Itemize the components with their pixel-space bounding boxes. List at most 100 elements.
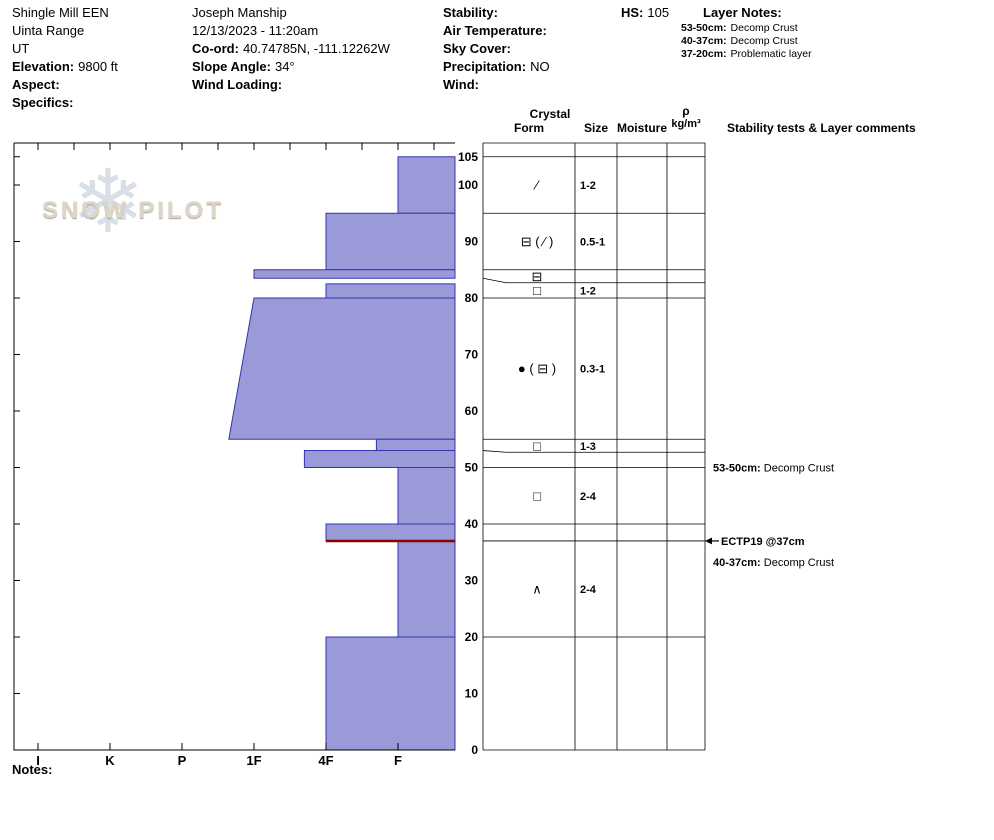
hs-row: HS: 105: [621, 4, 669, 22]
depth-label: 105: [458, 150, 478, 164]
layer-notes-title: Layer Notes:: [703, 5, 782, 20]
air-temperature-label: Air Temperature:: [443, 23, 547, 38]
layer-bar-1F: [228, 297, 456, 440]
density-units-header: kg/m³: [671, 118, 701, 130]
layer-bar-4F+: [303, 450, 456, 468]
table-row-leader: [482, 450, 705, 453]
layer-note-range: 37-20cm:: [681, 48, 727, 60]
test-result-label: ECTP19 @37cm: [721, 536, 805, 548]
hardness-label: K: [105, 753, 115, 768]
layer-note-text: Decomp Crust: [730, 22, 798, 34]
layer-bar-4F: [325, 523, 456, 542]
form-header: Form: [514, 121, 544, 135]
notes-label: Notes:: [12, 762, 53, 777]
site-range: Uinta Range: [12, 23, 85, 38]
hardness-label: P: [178, 753, 187, 768]
hs-column: HS: 105: [621, 4, 669, 22]
hs-label: HS:: [621, 5, 644, 20]
crystal-form: ● ( ⊟ ): [518, 361, 556, 376]
slope-angle-row: Slope Angle: 34°: [192, 58, 390, 76]
depth-label: 40: [465, 517, 479, 531]
moisture-header: Moisture: [616, 121, 667, 135]
depth-label: 70: [465, 348, 479, 362]
hardness-label: F: [394, 753, 402, 768]
site-state: UT: [12, 41, 30, 56]
precipitation-value: NO: [530, 59, 550, 74]
depth-label: 50: [465, 461, 479, 475]
crystal-size: 1-3: [580, 441, 596, 453]
crystal-form: □: [533, 283, 541, 298]
layer-bar-1F: [253, 269, 456, 279]
aspect-label: Aspect:: [12, 77, 60, 92]
depth-label: 90: [465, 235, 479, 249]
layer-comment-text: Decomp Crust: [761, 463, 834, 475]
crystal-form: ∕: [533, 178, 540, 193]
crystal-form: □: [533, 488, 541, 503]
layer-comment: 53-50cm: Decomp Crust: [713, 463, 834, 475]
snowpilot-logo-text: SNOW PILOT: [42, 197, 224, 224]
comments-header: Stability tests & Layer comments: [727, 121, 916, 135]
layer-note-text: Decomp Crust: [730, 35, 798, 47]
crystal-size: 2-4: [580, 584, 597, 596]
crystal-size: 1-2: [580, 180, 596, 192]
site-name: Shingle Mill EEN: [12, 5, 109, 20]
depth-label: 60: [465, 404, 479, 418]
density-header: ρ: [682, 104, 690, 118]
observer-name: Joseph Manship: [192, 5, 287, 20]
observation-datetime: 12/13/2023 - 11:20am: [192, 23, 319, 38]
size-header: Size: [583, 121, 608, 135]
layer-comment: 40-37cm: Decomp Crust: [713, 557, 834, 569]
depth-label: 80: [465, 291, 479, 305]
snowflake-icon: ❄: [71, 152, 145, 251]
precipitation-label: Precipitation:: [443, 59, 527, 74]
hardness-label: 4F: [318, 753, 333, 768]
layer-bar-F: [397, 467, 456, 525]
conditions-column: Stability: Air Temperature: Sky Cover: P…: [443, 4, 550, 94]
slope-angle-value: 34°: [274, 59, 295, 74]
crystal-form: ⊟ ( ∕ ): [521, 234, 554, 249]
depth-label: 0: [471, 743, 478, 757]
coord-row: Co-ord: 40.74785N, -111.12262W: [192, 40, 390, 58]
crystal-size: 0.3-1: [580, 364, 605, 376]
site-info-column: Shingle Mill EEN Uinta Range UT Elevatio…: [12, 4, 118, 112]
depth-label: 100: [458, 178, 478, 192]
layer-notes-block: Layer Notes: 53-50cm: Decomp Crust 40-37c…: [681, 4, 812, 61]
layer-note-item: 53-50cm: Decomp Crust: [681, 22, 812, 35]
depth-label: 20: [465, 630, 479, 644]
layer-comment-range: 53-50cm:: [713, 463, 761, 475]
layer-bar-F: [397, 540, 456, 638]
depth-label: 30: [465, 574, 479, 588]
coord-value: 40.74785N, -111.12262W: [242, 41, 390, 56]
layer-bar-F-: [375, 438, 456, 452]
wind-loading-label: Wind Loading:: [192, 77, 283, 92]
sky-cover-label: Sky Cover:: [443, 41, 511, 56]
precipitation-row: Precipitation: NO: [443, 58, 550, 76]
elevation-value: 9800 ft: [78, 59, 118, 74]
coord-label: Co-ord:: [192, 41, 239, 56]
crystal-size: 1-2: [580, 285, 596, 297]
slope-angle-label: Slope Angle:: [192, 59, 271, 74]
layer-bar-F: [397, 156, 456, 214]
elevation-row: Elevation: 9800 ft: [12, 58, 118, 76]
hardness-label: I: [36, 753, 40, 768]
table-row-leader: [482, 277, 705, 284]
observer-info-column: Joseph Manship 12/13/2023 - 11:20am Co-o…: [192, 4, 390, 94]
layer-note-range: 53-50cm:: [681, 22, 727, 34]
depth-label: 10: [465, 687, 479, 701]
crystal-form: □: [533, 438, 541, 453]
layer-comment-range: 40-37cm:: [713, 557, 761, 569]
layer-bar-4F: [325, 283, 456, 299]
layer-note-text: Problematic layer: [730, 48, 812, 60]
test-arrow-head: [705, 537, 712, 545]
stability-label: Stability:: [443, 5, 498, 20]
layer-bar-4F: [325, 636, 456, 751]
crystal-size: 2-4: [580, 491, 597, 503]
crystal-form: ∧: [532, 581, 542, 596]
crystal-size: 0.5-1: [580, 237, 605, 249]
elevation-label: Elevation:: [12, 59, 75, 74]
crystal-header: Crystal: [529, 107, 571, 121]
snowpilot-logo: ❄ SNOW PILOT: [0, 0, 280, 246]
wind-label: Wind:: [443, 77, 479, 92]
